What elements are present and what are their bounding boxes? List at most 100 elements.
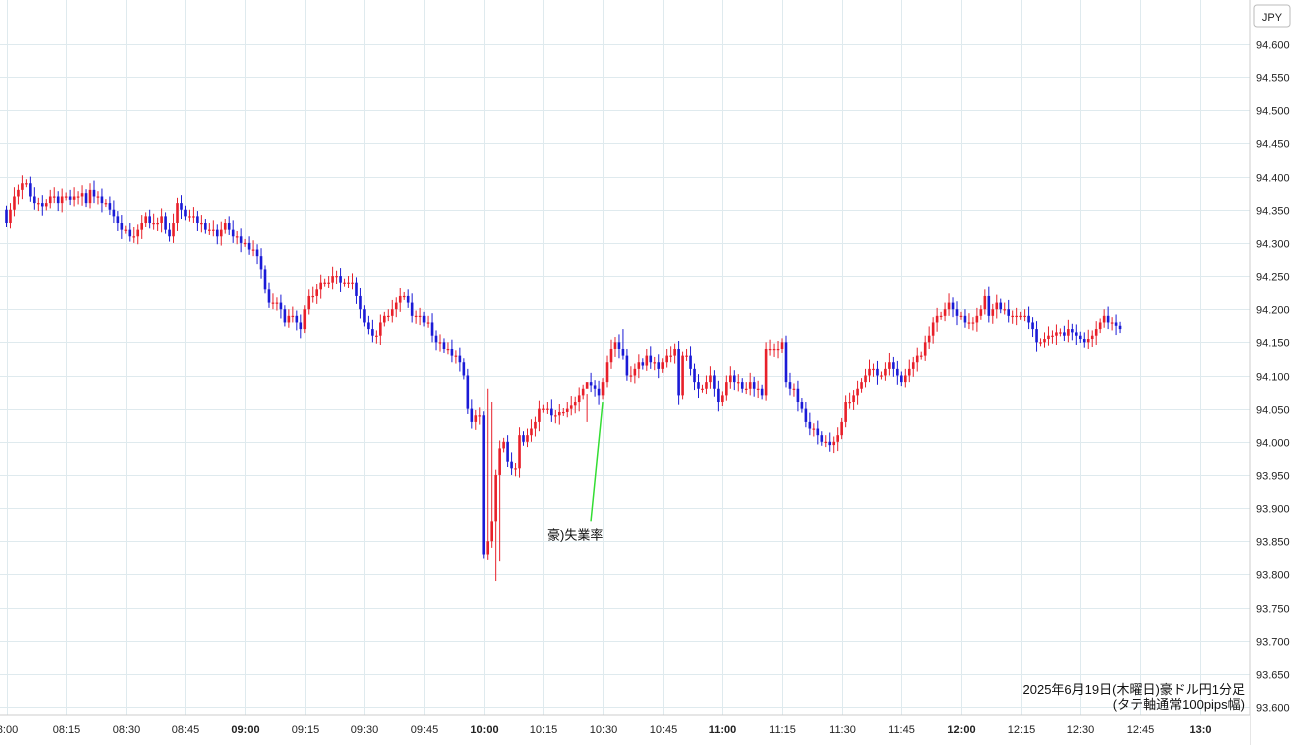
candle-up — [776, 348, 780, 351]
candle-up — [601, 382, 605, 396]
y-tick-label: 93.800 — [1256, 570, 1290, 582]
candle-up — [48, 196, 52, 204]
y-tick-label: 94.050 — [1256, 405, 1290, 417]
candle-up — [1094, 329, 1098, 336]
candle-up — [37, 203, 40, 205]
candle-down — [68, 196, 72, 200]
candle-up — [13, 196, 16, 210]
candle-down — [215, 229, 219, 237]
candle-down — [255, 249, 259, 257]
candle-up — [390, 309, 394, 316]
x-tick-label: 10:45 — [650, 724, 678, 736]
candle-down — [359, 295, 362, 310]
candle-down — [430, 322, 434, 336]
price-axis-panel — [1250, 0, 1300, 745]
y-tick-label: 94.500 — [1256, 106, 1290, 118]
candle-down — [597, 388, 601, 396]
candle-up — [975, 315, 979, 323]
candle-down — [267, 289, 271, 303]
candle-up — [645, 355, 649, 366]
candle-up — [967, 322, 971, 324]
candle-up — [907, 368, 911, 376]
candle-up — [394, 302, 398, 310]
candle-up — [1023, 315, 1026, 318]
candle-up — [792, 388, 796, 390]
candle-up — [343, 282, 346, 284]
candle-down — [231, 229, 235, 237]
candle-down — [999, 302, 1003, 310]
candle-down — [752, 382, 756, 389]
candle-down — [116, 216, 120, 224]
candle-up — [705, 382, 708, 389]
candle-up — [565, 408, 569, 412]
candle-down — [732, 375, 736, 383]
candle-up — [872, 368, 875, 371]
candle-up — [490, 521, 493, 542]
candle-up — [1051, 335, 1054, 337]
candle-up — [160, 216, 163, 224]
candle-up — [1047, 335, 1050, 340]
y-tick-label: 94.450 — [1256, 139, 1290, 151]
candle-down — [510, 461, 513, 469]
candle-up — [721, 395, 724, 403]
candle-down — [239, 236, 243, 243]
candle-down — [713, 375, 716, 389]
candle-down — [955, 309, 959, 316]
candle-up — [323, 282, 326, 284]
candle-up — [212, 229, 215, 231]
candle-down — [900, 375, 903, 383]
candle-up — [446, 348, 450, 351]
candle-up — [888, 362, 891, 369]
candle-down — [442, 342, 446, 349]
candle-up — [983, 295, 987, 310]
candle-up — [96, 196, 100, 198]
candle-up — [192, 216, 195, 218]
candle-up — [243, 242, 247, 245]
candle-down — [693, 368, 696, 383]
candle-down — [164, 216, 167, 230]
y-tick-label: 94.200 — [1256, 305, 1290, 317]
x-tick-label: 12:30 — [1067, 724, 1095, 736]
candle-down — [410, 302, 414, 316]
candle-down — [649, 355, 653, 363]
candle-down — [1118, 325, 1122, 330]
horizontal-gridlines — [0, 44, 1250, 708]
candle-down — [1114, 322, 1118, 326]
candle-up — [44, 203, 48, 207]
candle-up — [729, 375, 732, 383]
candle-up — [613, 342, 617, 349]
candle-up — [1039, 342, 1042, 344]
candle-up — [824, 441, 828, 443]
candle-down — [522, 435, 525, 442]
candle-up — [1011, 315, 1014, 318]
candle-down — [593, 385, 597, 389]
candle-down — [128, 229, 132, 237]
candle-down — [204, 223, 207, 230]
y-tick-label: 94.550 — [1256, 73, 1290, 85]
candle-up — [200, 223, 203, 225]
candle-down — [896, 368, 899, 376]
x-tick-label: 08:15 — [53, 724, 81, 736]
candle-up — [812, 428, 816, 430]
candle-up — [864, 375, 867, 383]
candle-up — [653, 362, 657, 364]
candle-up — [398, 295, 402, 303]
x-tick-label: 08:45 — [172, 724, 200, 736]
candle-up — [1110, 322, 1114, 324]
candle-up — [971, 322, 975, 324]
candle-down — [84, 193, 88, 204]
x-tick-label: 11:15 — [769, 724, 796, 736]
candle-down — [168, 229, 171, 237]
candle-down — [800, 402, 804, 409]
candle-up — [1055, 332, 1058, 336]
candle-up — [884, 368, 887, 376]
candle-down — [227, 223, 231, 230]
candle-up — [17, 189, 20, 197]
candle-up — [80, 193, 84, 197]
candle-down — [963, 315, 967, 323]
candle-up — [1086, 339, 1090, 343]
currency-badge[interactable] — [1253, 4, 1291, 28]
candle-up — [904, 375, 907, 383]
candle-down — [422, 315, 426, 323]
candle-down — [462, 362, 466, 376]
